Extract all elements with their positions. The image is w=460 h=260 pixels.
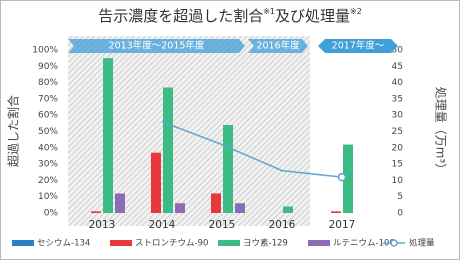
y-tick-label: 20% [38, 176, 58, 186]
bar [151, 152, 161, 213]
y2-tick-label: 5 [397, 192, 403, 202]
bar [163, 87, 173, 213]
y2-tick-label: 30 [392, 111, 404, 121]
y2-tick-label: 45 [392, 62, 403, 72]
line-marker [337, 172, 347, 182]
bar [91, 211, 101, 213]
y-axis-label: 超過した割合 [6, 95, 21, 167]
legend-swatch [12, 240, 34, 246]
period-label: 2013年度～2015年度 [109, 40, 205, 52]
y-tick-label: 30% [38, 160, 58, 170]
legend-label: ルテニウム-106 [333, 239, 395, 249]
legend-marker [390, 239, 398, 247]
legend-swatch [218, 240, 240, 246]
x-tick-label: 2013 [89, 219, 116, 231]
bar [235, 203, 245, 213]
y2-axis-label: 処理量（万m³） [434, 87, 448, 176]
y-tick-label: 100% [32, 46, 58, 56]
title-part: 告示濃度を超過した割合 [98, 7, 263, 25]
y-tick-label: 80% [38, 78, 58, 88]
title-part: 及び処理量 [275, 7, 350, 25]
bar [331, 211, 341, 213]
y2-tick-label: 25 [392, 127, 403, 137]
y-tick-label: 10% [38, 192, 58, 202]
y-tick-label: 70% [38, 94, 58, 104]
x-tick-label: 2016 [269, 219, 296, 231]
legend-label: セシウム-134 [37, 239, 90, 249]
y2-tick-label: 20 [392, 143, 404, 153]
period-banner [318, 39, 398, 53]
bar [175, 203, 185, 213]
period-label: 2016年度 [256, 40, 300, 52]
bar [103, 58, 113, 214]
x-tick-label: 2015 [209, 219, 236, 231]
y2-tick-label: 10 [392, 176, 404, 186]
period-label: 2017年度～ [332, 40, 385, 52]
y2-tick-label: 35 [392, 94, 403, 104]
x-tick-label: 2017 [329, 219, 356, 231]
period-banner [68, 39, 245, 53]
y2-tick-label: 40 [392, 78, 404, 88]
line [161, 121, 343, 178]
y2-tick-label: 0 [397, 209, 403, 219]
y-tick-label: 60% [38, 111, 58, 121]
title-note: ※2 [350, 7, 362, 16]
title-note: ※1 [263, 7, 275, 16]
legend-label: ヨウ素-129 [243, 238, 288, 249]
legend-label: 処理量 [409, 238, 435, 249]
y-tick-label: 0% [44, 209, 59, 219]
y-tick-label: 50% [38, 127, 58, 137]
bar [283, 206, 293, 213]
legend-swatch [308, 240, 330, 246]
bar [343, 144, 353, 213]
y2-tick-label: 15 [392, 160, 403, 170]
y2-tick-label: 50 [392, 46, 404, 56]
chart-title: 告示濃度を超過した割合※1及び処理量※2 [98, 7, 362, 25]
legend-label: ストロンチウム-90 [135, 239, 208, 249]
y-tick-label: 90% [38, 62, 58, 72]
x-tick-label: 2014 [149, 219, 176, 231]
bar [211, 193, 221, 213]
y-tick-label: 40% [38, 143, 58, 153]
period-banner [248, 39, 308, 53]
bar [115, 193, 125, 213]
legend-swatch [110, 240, 132, 246]
bar [223, 124, 233, 213]
